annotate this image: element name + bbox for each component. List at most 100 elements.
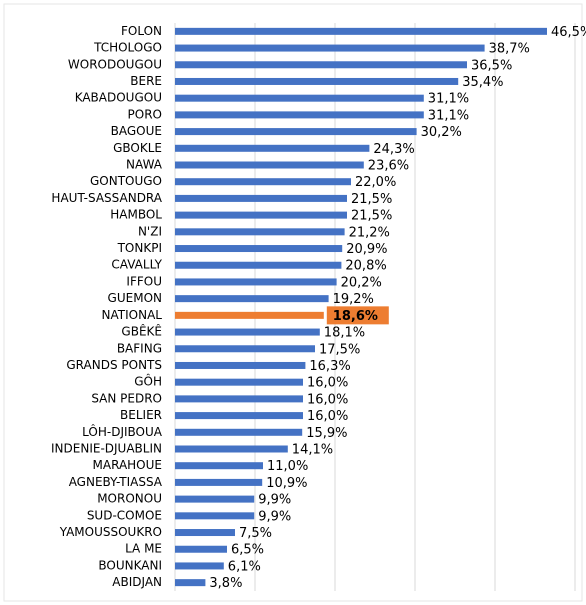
value-label: 20,8% [345,259,386,274]
value-label: 21,2% [349,225,390,240]
category-label: HAMBOL [110,208,162,222]
bar [175,77,459,85]
category-label: PORO [128,107,162,121]
category-label: N'ZI [138,224,162,238]
value-label: 21,5% [351,209,392,224]
category-label: BAGOUE [111,124,162,138]
bar [175,295,329,303]
bar [175,412,303,420]
category-label: NATIONAL [102,308,163,322]
value-label: 7,5% [239,526,272,541]
value-label: 24,3% [373,142,414,157]
bar [175,27,547,35]
category-label: GUEMON [108,291,162,305]
category-label: BELIER [120,408,162,422]
bar [175,545,227,553]
value-label: 20,2% [341,275,382,290]
category-label: WORODOUGOU [68,57,162,71]
value-label: 17,5% [319,342,360,357]
category-label: ABIDJAN [112,575,162,589]
value-label: 31,1% [428,92,469,107]
category-label: GÔH [134,374,162,389]
category-label: BOUNKANI [98,558,162,572]
category-label: NAWA [126,158,163,172]
value-label: 38,7% [489,42,530,57]
category-label: GBÊKÊ [121,324,162,339]
bar [175,228,345,236]
value-label: 35,4% [462,75,503,90]
category-label: MORONOU [97,492,162,506]
category-label: TCHOLOGO [93,41,162,55]
value-label: 30,2% [421,125,462,140]
bar [175,328,320,336]
bar [175,478,263,486]
value-label: 22,0% [355,175,396,190]
value-label: 10,9% [266,476,307,491]
bar [175,261,342,269]
bar [175,245,343,253]
bar [175,512,255,520]
value-label: 3,8% [209,576,242,591]
bar [175,579,206,587]
bar [175,428,303,436]
category-label: IFFOU [126,274,162,288]
category-label: BAFING [117,341,162,355]
value-label: 9,9% [258,509,291,524]
chart-frame [3,3,583,602]
value-label-box [326,306,389,325]
value-label: 6,1% [228,559,261,574]
bar [175,529,235,537]
value-label: 18,6% [333,309,378,324]
category-label: SAN PEDRO [91,391,162,405]
category-label: TONKPI [117,241,162,255]
bar [175,194,347,202]
value-label: 16,0% [307,409,348,424]
bar [175,94,424,102]
value-label: 16,0% [307,376,348,391]
bar [175,128,417,136]
value-label: 31,1% [428,108,469,123]
bar [175,44,485,52]
value-label: 9,9% [258,493,291,508]
value-label: 23,6% [368,159,409,174]
bar [175,144,370,152]
bar [175,462,263,470]
bar [175,562,224,570]
value-label: 11,0% [267,459,308,474]
bar [175,111,424,119]
value-label: 18,1% [324,326,365,341]
category-label: INDENIE-DJUABLIN [51,442,162,456]
value-label: 46,5% [551,25,586,40]
bar [175,378,303,386]
bar [175,445,288,453]
category-label: FOLON [121,24,162,38]
bar [175,211,347,219]
category-label: KABADOUGOU [75,91,162,105]
category-label: LÔH-DJIBOUA [82,424,163,439]
bar [175,361,306,369]
value-label: 14,1% [292,443,333,458]
category-label: GBOKLE [113,141,162,155]
bar [175,161,364,169]
category-label: YAMOUSSOUKRO [59,525,162,539]
category-label: CAVALLY [111,258,162,272]
category-label: MARAHOUE [93,458,162,472]
value-label: 16,0% [307,392,348,407]
bar [175,278,337,286]
category-label: HAUT-SASSANDRA [51,191,162,205]
category-label: GONTOUGO [90,174,162,188]
value-label: 21,5% [351,192,392,207]
value-label: 6,5% [231,543,264,558]
category-label: AGNEBY-TIASSA [69,475,163,489]
bar [175,178,351,186]
bar [175,345,315,353]
category-label: GRANDS PONTS [66,358,162,372]
bar [175,395,303,403]
bar [175,495,255,503]
bar [175,311,324,319]
value-label: 15,9% [306,426,347,441]
category-label: BERE [130,74,162,88]
bar [175,61,467,69]
value-label: 19,2% [333,292,374,307]
